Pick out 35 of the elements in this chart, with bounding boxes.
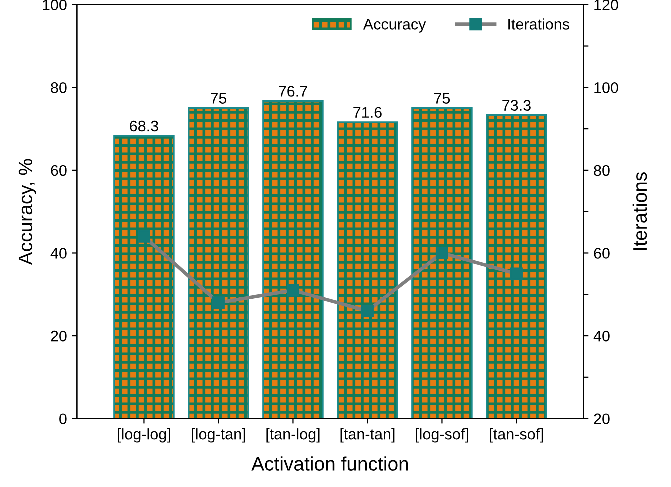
data-label: 75: [211, 93, 227, 104]
y2-tick-label: 20: [594, 414, 610, 425]
x-axis-title: Activation function: [252, 456, 408, 471]
x-tick-label: [tan-log]: [266, 428, 320, 443]
y-tick-label: 100: [43, 0, 67, 11]
point: [212, 296, 225, 310]
x-tick-label: [tan-tan]: [340, 428, 395, 443]
x-tick-label: [log-tan]: [192, 428, 246, 443]
y-tick-label: 20: [51, 330, 67, 342]
data-label: 71.6: [354, 107, 382, 118]
legend-label: Iterations: [508, 18, 570, 30]
y-axis-title: Accuracy, %: [18, 159, 36, 266]
x-tick-label: [tan-sof]: [490, 428, 544, 443]
data-label: 75: [434, 93, 450, 104]
data-label: 68.3: [130, 120, 158, 132]
y-tick-label: 80: [51, 82, 67, 94]
y-tick-label: 60: [51, 165, 67, 176]
data-label: 73.3: [502, 100, 531, 111]
y2-tick-label: 60: [594, 248, 610, 259]
point: [510, 268, 523, 280]
y-tick-label: 40: [50, 248, 67, 259]
y-tick-label: 0: [60, 414, 67, 425]
x-tick-label: [log-log]: [118, 428, 170, 443]
y2-tick-label: 120: [594, 0, 618, 11]
y2-tick-label: 40: [594, 330, 610, 342]
y2-tick-label: 80: [594, 165, 610, 176]
point: [138, 230, 150, 243]
x-tick-label: [log-sof]: [416, 428, 468, 443]
y2-tick-label: 100: [594, 82, 618, 94]
point: [286, 284, 300, 297]
y2-axis-title: Iterations: [632, 172, 648, 250]
point: [436, 246, 448, 260]
point: [361, 304, 374, 318]
legend-label: Accuracy: [363, 19, 426, 33]
data-label: 76.7: [279, 86, 308, 97]
